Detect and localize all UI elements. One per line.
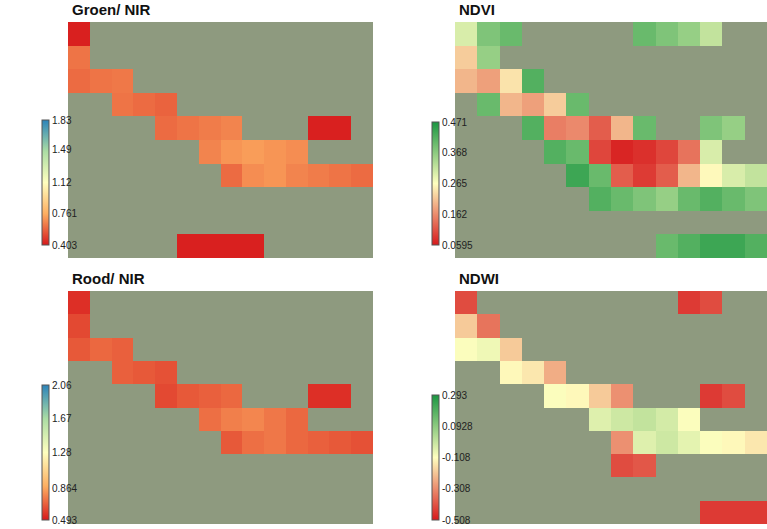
svg-text:1.28: 1.28	[52, 447, 72, 458]
svg-text:1.67: 1.67	[52, 413, 72, 424]
svg-text:0.368: 0.368	[442, 147, 467, 158]
svg-text:1.83: 1.83	[52, 115, 72, 126]
svg-text:0.471: 0.471	[442, 117, 467, 128]
svg-text:Groen/ NIR: Groen/ NIR	[72, 1, 151, 18]
svg-text:1.12: 1.12	[52, 177, 72, 188]
svg-text:0.864: 0.864	[52, 483, 77, 494]
svg-text:-0.308: -0.308	[442, 483, 471, 494]
svg-text:1.49: 1.49	[52, 144, 72, 155]
svg-text:2.06: 2.06	[52, 380, 72, 391]
svg-text:0.162: 0.162	[442, 209, 467, 220]
svg-text:-0.508: -0.508	[442, 515, 471, 526]
svg-text:NDWI: NDWI	[459, 270, 499, 287]
svg-text:0.761: 0.761	[52, 208, 77, 219]
svg-text:0.403: 0.403	[52, 240, 77, 251]
svg-text:0.265: 0.265	[442, 178, 467, 189]
svg-text:NDVI: NDVI	[459, 1, 495, 18]
svg-text:0.0928: 0.0928	[442, 421, 473, 432]
svg-text:Rood/ NIR: Rood/ NIR	[72, 270, 145, 287]
svg-text:0.293: 0.293	[442, 390, 467, 401]
svg-text:0.0595: 0.0595	[442, 240, 473, 251]
svg-text:-0.108: -0.108	[442, 452, 471, 463]
svg-text:0.493: 0.493	[52, 515, 77, 526]
